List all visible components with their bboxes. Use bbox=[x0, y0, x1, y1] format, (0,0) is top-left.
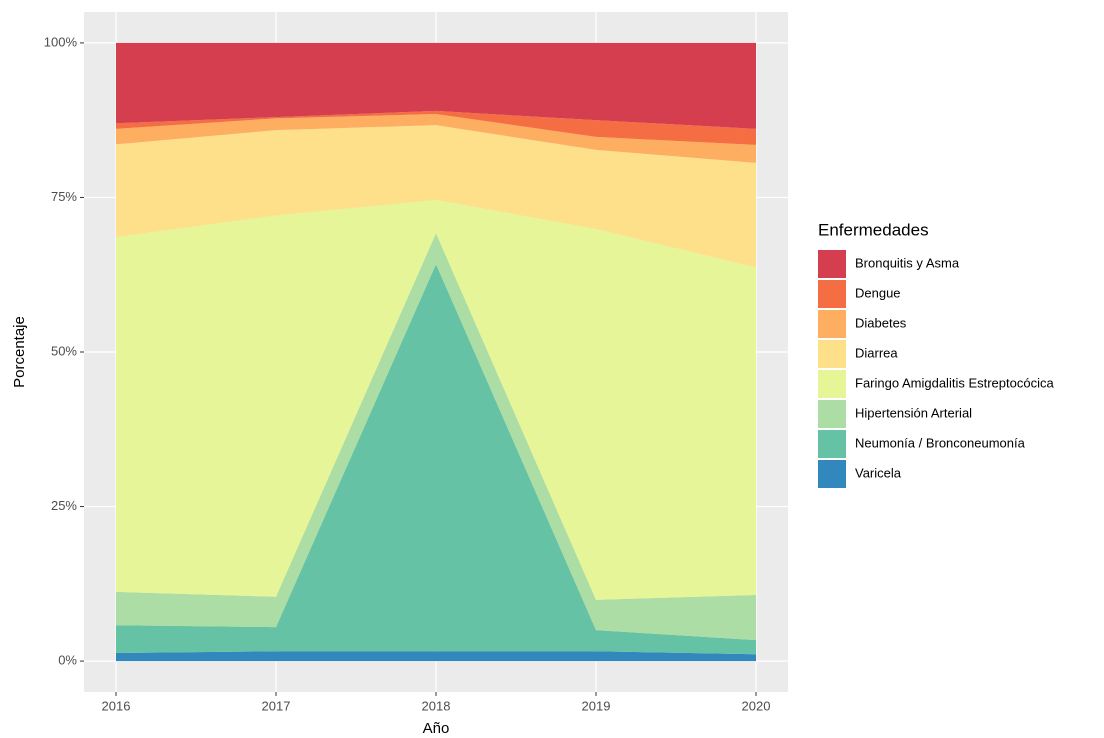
legend-label: Dengue bbox=[855, 285, 901, 300]
legend-label: Diabetes bbox=[855, 315, 907, 330]
area bbox=[116, 651, 756, 662]
legend-label: Bronquitis y Asma bbox=[855, 255, 960, 270]
y-tick-label: 100% bbox=[44, 34, 78, 49]
area bbox=[116, 42, 756, 129]
x-tick-label: 2019 bbox=[582, 698, 611, 713]
area bbox=[116, 199, 756, 600]
legend-label: Hipertensión Arterial bbox=[855, 405, 972, 420]
legend-title: Enfermedades bbox=[818, 220, 929, 239]
legend: Bronquitis y Asma Dengue Diabetes Diarrea Fa… bbox=[818, 250, 1054, 488]
area bbox=[116, 233, 756, 641]
x-axis-title: Año bbox=[423, 720, 450, 737]
x-tick-label: 2018 bbox=[422, 698, 451, 713]
legend-key bbox=[818, 400, 846, 428]
y-tick-label: 50% bbox=[51, 343, 77, 358]
area bbox=[116, 264, 756, 655]
x-tick-label: 2017 bbox=[262, 698, 291, 713]
legend-label: Neumonía / Bronconeumonía bbox=[855, 435, 1026, 450]
legend-key bbox=[818, 280, 846, 308]
legend-key bbox=[818, 370, 846, 398]
legend-key bbox=[818, 460, 846, 488]
y-tick-label: 75% bbox=[51, 189, 77, 204]
legend-key bbox=[818, 340, 846, 368]
area bbox=[116, 114, 756, 163]
x-tick-label: 2016 bbox=[102, 698, 131, 713]
area bbox=[116, 125, 756, 268]
axes: 0% 25% 50% 75% 100% 2016 2017 2018 2019 2020 bbox=[44, 34, 771, 713]
y-axis-title: Porcentaje bbox=[11, 316, 28, 388]
area bbox=[116, 110, 756, 145]
x-tick-label: 2020 bbox=[742, 698, 771, 713]
legend-label: Varicela bbox=[855, 465, 902, 480]
legend-key bbox=[818, 430, 846, 458]
legend-key bbox=[818, 250, 846, 278]
legend-label: Diarrea bbox=[855, 345, 898, 360]
legend-label: Faringo Amigdalitis Estreptocócica bbox=[855, 375, 1054, 390]
y-tick-label: 25% bbox=[51, 498, 77, 513]
legend-key bbox=[818, 310, 846, 338]
areas bbox=[116, 42, 756, 662]
y-tick-label: 0% bbox=[58, 653, 77, 668]
